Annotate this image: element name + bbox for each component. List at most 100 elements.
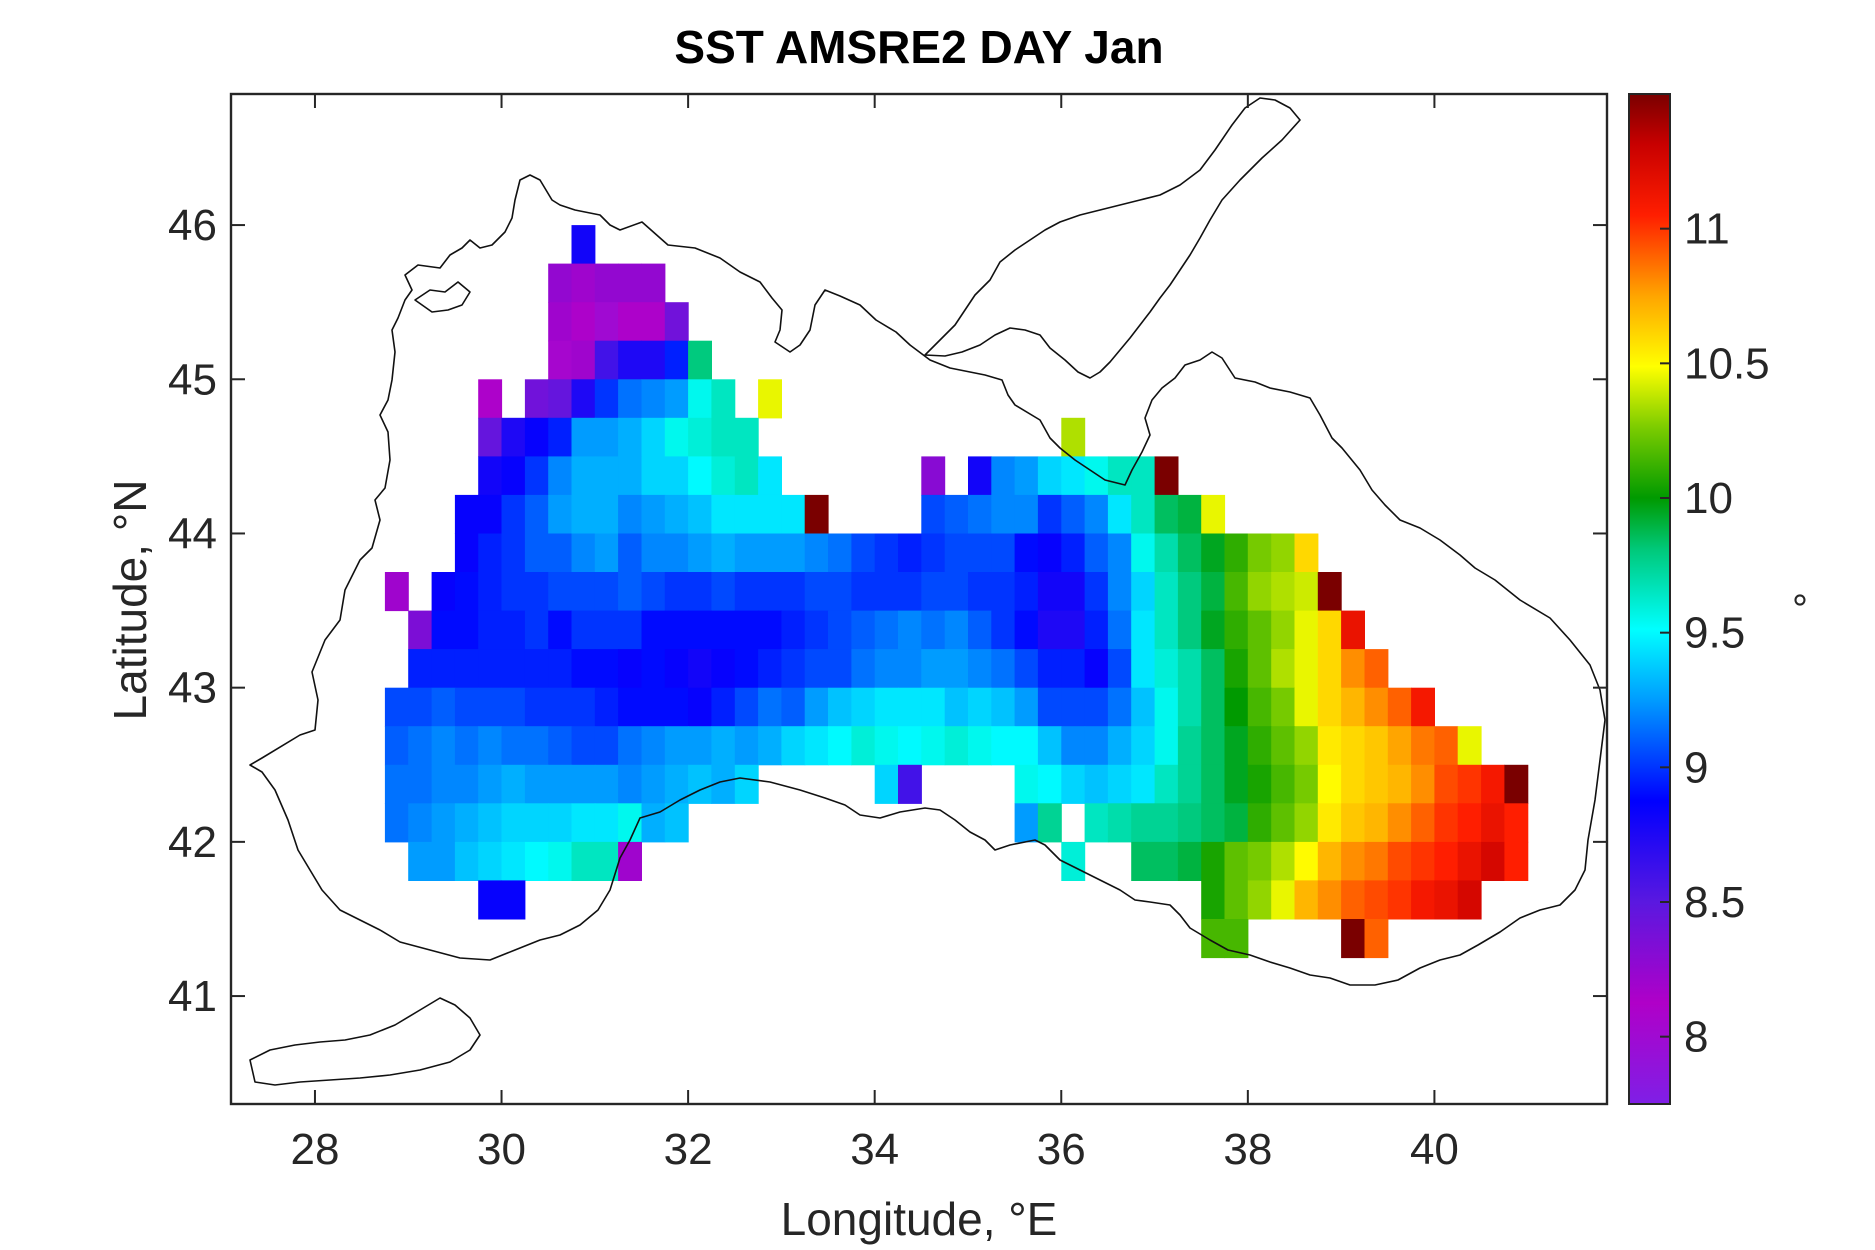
sst-cell — [641, 533, 666, 573]
sst-cell — [454, 841, 479, 881]
sst-cell — [758, 533, 782, 573]
sst-cell — [664, 803, 689, 843]
colorbar — [1629, 94, 1670, 1104]
sst-cell — [734, 610, 759, 650]
sst-cell — [1224, 803, 1249, 843]
sst-cell — [594, 494, 619, 534]
sst-cell — [804, 649, 829, 689]
sst-cell — [1201, 764, 1226, 804]
sst-cell — [431, 726, 456, 766]
sst-cell — [1154, 764, 1179, 804]
sst-cell — [804, 687, 829, 727]
sst-cell — [1201, 572, 1226, 612]
sst-cell — [1014, 687, 1039, 727]
sst-cell — [454, 803, 479, 843]
sst-cell — [828, 649, 852, 689]
sst-cell — [1247, 572, 1272, 612]
sst-cell — [874, 764, 899, 804]
sst-cell — [1201, 880, 1226, 920]
sst-cell — [968, 649, 992, 689]
sst-cell — [968, 687, 992, 727]
sst-cell — [548, 572, 573, 612]
sst-cell — [501, 880, 526, 920]
sst-cell — [1107, 533, 1132, 573]
sst-cell — [1201, 803, 1226, 843]
sst-cell — [944, 494, 969, 534]
sst-cell — [664, 726, 689, 766]
sst-cell — [711, 417, 736, 457]
sst-cell — [874, 572, 899, 612]
sst-cell — [1061, 764, 1086, 804]
sst-cell — [548, 494, 573, 534]
sst-cell — [688, 572, 712, 612]
sst-cell — [1341, 726, 1365, 766]
sst-cell — [594, 687, 619, 727]
sst-cell — [641, 726, 666, 766]
sst-cell — [501, 610, 526, 650]
sst-cell — [1014, 494, 1039, 534]
sst-cell — [594, 841, 619, 881]
sst-cell — [1271, 687, 1296, 727]
sst-cell — [1364, 764, 1389, 804]
sst-cell — [711, 649, 736, 689]
sst-cell — [851, 610, 876, 650]
sst-cell — [548, 726, 573, 766]
x-tick-label: 38 — [1223, 1125, 1272, 1174]
y-tick-label: 43 — [168, 664, 217, 713]
sst-cell — [734, 649, 759, 689]
sst-cell — [548, 302, 573, 342]
sst-cell — [1084, 533, 1109, 573]
coastline — [249, 97, 1606, 1086]
sst-cell — [548, 379, 573, 419]
sst-cell — [571, 803, 596, 843]
sst-cell — [1387, 687, 1412, 727]
sst-cell — [1131, 803, 1156, 843]
sst-cell — [641, 572, 666, 612]
sst-cell — [1294, 841, 1319, 881]
sst-cell — [641, 494, 666, 534]
sst-cell — [1154, 841, 1179, 881]
sst-cell — [1037, 764, 1062, 804]
sst-cell — [1061, 572, 1086, 612]
sst-cell — [664, 687, 689, 727]
sst-cell — [501, 803, 526, 843]
sst-cell — [548, 610, 573, 650]
sst-cell — [758, 456, 782, 496]
sst-cell — [1247, 841, 1272, 881]
sst-cell — [384, 687, 409, 727]
sst-cell — [711, 764, 736, 804]
sst-cell — [1084, 726, 1109, 766]
sst-cell — [758, 687, 782, 727]
sst-cell — [1201, 649, 1226, 689]
sst-cell — [1481, 803, 1505, 843]
sst-cell — [1177, 533, 1202, 573]
sst-cell — [1387, 880, 1412, 920]
sst-cell — [641, 610, 666, 650]
sst-cell — [1271, 533, 1296, 573]
sst-cell — [1177, 803, 1202, 843]
sst-cell — [524, 494, 549, 534]
sst-cell — [618, 263, 642, 303]
sst-cell — [898, 533, 922, 573]
colorbar-ticks: 8 8.5 9 9.5 10 10.5 11 — [1660, 205, 1770, 1062]
y-tick-label: 46 — [168, 201, 217, 250]
sst-cell — [1131, 494, 1156, 534]
sst-cell — [641, 263, 666, 303]
colorbar-tick-label: 8 — [1684, 1013, 1708, 1062]
sst-cell — [991, 687, 1016, 727]
sst-cell — [1154, 649, 1179, 689]
sst-cell — [1224, 726, 1249, 766]
sst-cell — [664, 417, 689, 457]
sst-cell — [1341, 841, 1365, 881]
sst-cell — [921, 726, 946, 766]
sst-cell — [874, 649, 899, 689]
sst-cell — [1014, 726, 1039, 766]
sst-cell — [478, 880, 503, 920]
sst-cell — [524, 841, 549, 881]
sst-cell — [781, 610, 806, 650]
sst-cell — [1271, 649, 1296, 689]
sst-cell — [1154, 803, 1179, 843]
sst-cell — [734, 456, 759, 496]
sst-cell — [1131, 726, 1156, 766]
sst-cell — [571, 533, 596, 573]
